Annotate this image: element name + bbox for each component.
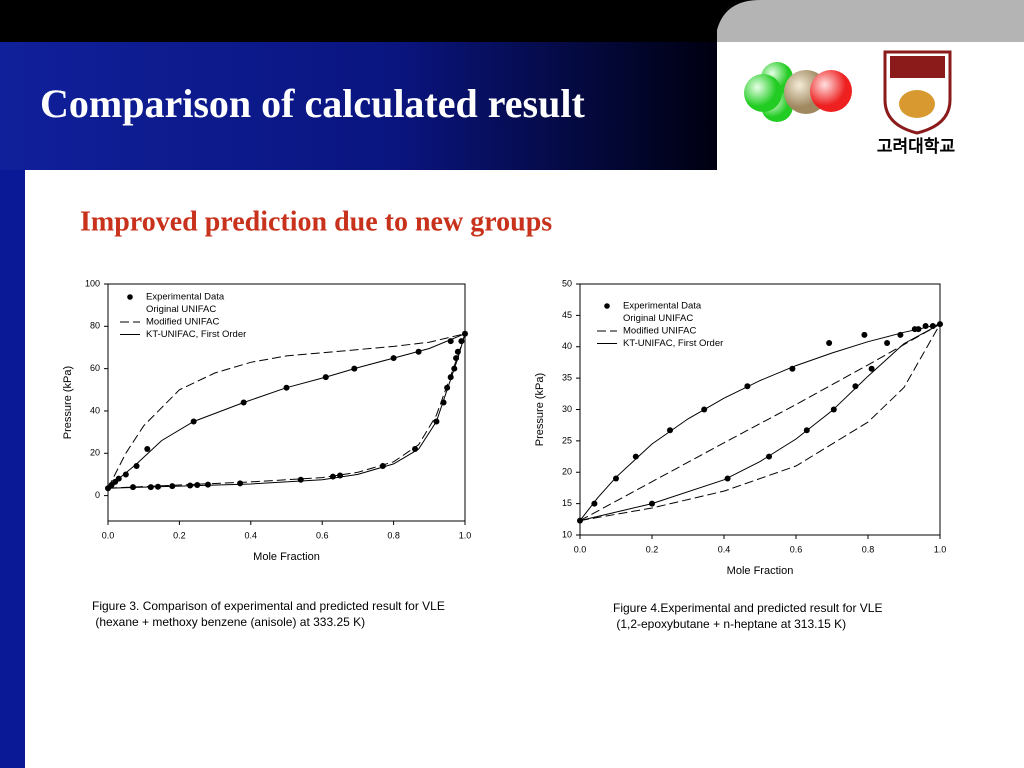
y-tick-label: 20	[90, 448, 100, 458]
data-point	[868, 365, 875, 372]
y-axis-title: Pressure (kPa)	[62, 366, 74, 439]
x-tick-label: 0.0	[574, 544, 587, 554]
side-strip	[0, 170, 25, 768]
data-point	[204, 481, 211, 488]
legend-marker	[604, 303, 610, 309]
model-curve	[107, 333, 466, 489]
data-point	[861, 331, 868, 338]
y-tick-label: 0	[95, 490, 100, 500]
x-tick-label: 0.6	[316, 530, 329, 540]
data-point	[194, 482, 201, 489]
y-tick-label: 35	[562, 373, 572, 383]
data-point	[133, 462, 140, 469]
top-tab	[717, 0, 1024, 42]
x-tick-label: 0.4	[718, 544, 731, 554]
data-point	[144, 446, 151, 453]
y-tick-label: 40	[90, 405, 100, 415]
figure-caption: Figure 3. Comparison of experimental and…	[92, 599, 445, 613]
x-tick-label: 0.8	[387, 530, 400, 540]
x-tick-label: 0.8	[862, 544, 875, 554]
y-tick-label: 100	[85, 278, 100, 288]
legend-marker	[127, 294, 133, 300]
x-tick-label: 0.4	[245, 530, 258, 540]
y-tick-label: 80	[90, 321, 100, 331]
legend-label: Experimental Data	[623, 301, 702, 312]
data-point	[826, 339, 833, 346]
figure-caption: (hexane + methoxy benzene (anisole) at 3…	[92, 615, 365, 629]
x-axis-title: Mole Fraction	[727, 565, 794, 577]
model-curve	[579, 323, 941, 522]
data-point	[937, 321, 943, 328]
y-tick-label: 25	[562, 435, 572, 445]
data-point	[122, 471, 129, 478]
data-point	[667, 427, 673, 434]
data-point	[591, 500, 598, 507]
y-axis-title: Pressure (kPa)	[534, 373, 546, 446]
plot-frame	[107, 283, 466, 522]
x-tick-label: 1.0	[459, 530, 472, 540]
x-tick-label: 1.0	[934, 544, 947, 554]
y-tick-label: 40	[562, 341, 572, 351]
x-tick-label: 0.2	[173, 530, 186, 540]
y-tick-label: 45	[562, 310, 572, 320]
legend-label: Experimental Data	[146, 292, 225, 303]
y-tick-label: 20	[562, 467, 572, 477]
figure-caption: (1,2-epoxybutane + n-heptane at 313.15 K…	[613, 617, 846, 631]
legend-label: KT-UNIFAC, First Order	[623, 338, 723, 349]
legend-label: Original UNIFAC	[623, 313, 693, 324]
data-point	[447, 338, 454, 345]
header-band	[0, 42, 717, 170]
university-name: 고려대학교	[877, 137, 956, 157]
figure-caption: Figure 4.Experimental and predicted resu…	[613, 601, 882, 615]
y-tick-label: 30	[562, 404, 572, 414]
legend-label: Modified UNIFAC	[623, 326, 697, 337]
data-point	[613, 475, 619, 482]
x-axis-title: Mole Fraction	[253, 551, 320, 563]
model-curve	[579, 323, 941, 522]
data-point	[237, 480, 244, 487]
y-tick-label: 15	[562, 498, 572, 508]
x-tick-label: 0.0	[102, 530, 115, 540]
y-tick-label: 50	[562, 278, 572, 288]
legend-label: KT-UNIFAC, First Order	[146, 329, 246, 340]
molecule-logo	[744, 62, 852, 122]
slide-subtitle: Improved prediction due to new groups	[80, 206, 552, 237]
legend-label: Modified UNIFAC	[146, 317, 220, 328]
x-tick-label: 0.6	[790, 544, 803, 554]
x-tick-label: 0.2	[646, 544, 659, 554]
data-point	[852, 383, 859, 390]
university-crest	[883, 50, 952, 135]
slide-title: Comparison of calculated result	[40, 81, 585, 126]
y-tick-label: 10	[562, 529, 572, 539]
y-tick-label: 60	[90, 363, 100, 373]
model-curve	[107, 333, 466, 489]
data-point	[884, 339, 891, 346]
data-point	[297, 476, 304, 483]
legend-label: Original UNIFAC	[146, 304, 216, 315]
